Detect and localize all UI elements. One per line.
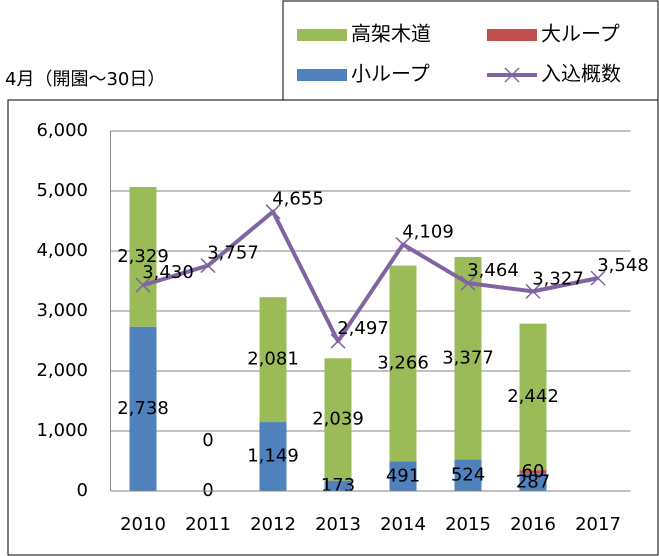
data-label: 491 bbox=[386, 465, 420, 486]
data-label: 3,327 bbox=[532, 268, 584, 289]
line-marker bbox=[135, 277, 151, 293]
x-tick-label: 2014 bbox=[380, 514, 426, 535]
bar-segment bbox=[519, 470, 547, 474]
y-tick-label: 2,000 bbox=[36, 360, 88, 381]
x-tick-label: 2015 bbox=[445, 514, 491, 535]
x-tick-label: 2017 bbox=[575, 514, 621, 535]
x-tick-label: 2013 bbox=[315, 514, 361, 535]
legend-label: 小ループ bbox=[351, 62, 430, 86]
line-marker bbox=[200, 258, 216, 274]
x-tick-label: 2016 bbox=[510, 514, 556, 535]
data-label: 3,757 bbox=[207, 243, 259, 264]
bar-segment bbox=[259, 422, 287, 491]
data-label: 287 bbox=[516, 471, 550, 492]
data-label: 173 bbox=[321, 475, 355, 496]
bar-segment bbox=[454, 256, 482, 460]
line-marker bbox=[330, 333, 346, 349]
y-tick-label: 0 bbox=[77, 480, 88, 501]
line-series bbox=[142, 209, 599, 344]
y-tick-label: 5,000 bbox=[36, 180, 88, 201]
y-tick-label: 3,000 bbox=[36, 300, 88, 321]
data-label: 3,266 bbox=[377, 353, 429, 374]
bar-segment bbox=[129, 186, 157, 327]
bar-segment bbox=[389, 461, 417, 491]
line-marker bbox=[590, 270, 606, 286]
bar-segment bbox=[519, 323, 547, 471]
bar-segment bbox=[324, 358, 352, 481]
bar-segment bbox=[324, 480, 352, 491]
x-tick-label: 2011 bbox=[185, 514, 231, 535]
x-tick-label: 2010 bbox=[120, 514, 166, 535]
data-label: 3,377 bbox=[442, 347, 494, 368]
bar-segment bbox=[519, 473, 547, 491]
line-marker bbox=[460, 275, 476, 291]
bar-segment bbox=[454, 459, 482, 491]
x-tick-label: 2012 bbox=[250, 514, 296, 535]
y-tick-label: 4,000 bbox=[36, 240, 88, 261]
legend-label: 入込概数 bbox=[541, 62, 621, 86]
data-label: 4,655 bbox=[272, 189, 324, 210]
data-label: 3,464 bbox=[467, 260, 519, 281]
data-label: 2,442 bbox=[507, 386, 559, 407]
data-label: 2,329 bbox=[117, 246, 169, 267]
data-label: 2,039 bbox=[312, 408, 364, 429]
line-marker bbox=[265, 204, 281, 220]
y-tick-label: 6,000 bbox=[36, 120, 88, 141]
data-label: 3,548 bbox=[597, 255, 649, 276]
data-label: 60 bbox=[522, 461, 545, 482]
data-label: 2,738 bbox=[117, 398, 169, 419]
data-label: 2,081 bbox=[247, 349, 299, 370]
bar-segment bbox=[129, 326, 157, 491]
y-tick-label: 1,000 bbox=[36, 420, 88, 441]
legend-label: 大ループ bbox=[541, 22, 620, 46]
legend-swatch bbox=[297, 29, 347, 41]
data-label: 4,109 bbox=[402, 221, 454, 242]
bar-segment bbox=[389, 265, 417, 462]
legend-swatch bbox=[487, 29, 537, 41]
data-label: 524 bbox=[451, 464, 485, 485]
data-label: 3,430 bbox=[142, 262, 194, 283]
line-marker bbox=[395, 236, 411, 252]
legend-swatch bbox=[297, 69, 347, 81]
data-label: 0 bbox=[202, 430, 213, 451]
legend-box bbox=[282, 0, 659, 101]
legend-label: 高架木道 bbox=[351, 22, 431, 46]
line-marker bbox=[525, 283, 541, 299]
chart-title: 4月（開園～30日） bbox=[5, 69, 165, 90]
bar-segment bbox=[259, 297, 287, 423]
data-label: 1,149 bbox=[247, 446, 299, 467]
legend-marker bbox=[504, 67, 520, 83]
data-label: 2,497 bbox=[337, 318, 389, 339]
